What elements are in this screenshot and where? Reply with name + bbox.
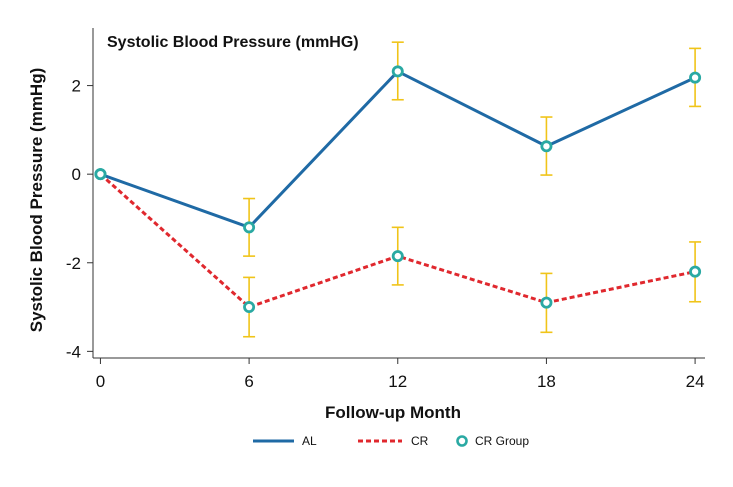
data-point-cr — [689, 265, 702, 278]
data-point-cr — [243, 301, 256, 314]
x-tick-label: 0 — [96, 372, 105, 391]
x-axis-title: Follow-up Month — [325, 403, 461, 422]
legend: AL CR CR Group — [253, 434, 529, 448]
data-point-al — [243, 221, 256, 234]
plot-area — [94, 41, 702, 338]
x-tick-label: 24 — [686, 372, 705, 391]
data-point-al — [689, 71, 702, 84]
legend-label-cr: CR — [411, 434, 429, 448]
x-tick-label: 6 — [244, 372, 253, 391]
y-tick-label: -2 — [66, 254, 81, 273]
legend-item-al: AL — [253, 434, 317, 448]
chart-title: Systolic Blood Pressure (mmHG) — [107, 34, 359, 51]
y-tick-label: -4 — [66, 342, 81, 361]
y-tick-label: 0 — [72, 165, 81, 184]
data-point-cr — [540, 296, 553, 309]
y-axis-title: Systolic Blood Pressure (mmHg) — [27, 68, 46, 333]
legend-label-al: AL — [302, 434, 317, 448]
x-tick-label: 12 — [388, 372, 407, 391]
data-point-al — [540, 140, 553, 153]
data-point-cr — [94, 168, 107, 181]
legend-item-cr-group: CR Group — [456, 434, 529, 448]
legend-item-cr: CR — [358, 434, 429, 448]
y-tick-label: 2 — [72, 77, 81, 96]
y-ticks: -4 -2 0 2 — [66, 77, 93, 361]
x-tick-label: 18 — [537, 372, 556, 391]
data-point-cr — [391, 250, 404, 263]
x-ticks: 0 6 12 18 24 — [96, 358, 705, 391]
legend-label-cr-group: CR Group — [475, 434, 529, 448]
axes — [92, 28, 705, 359]
data-point-al — [391, 65, 404, 78]
legend-swatch-cr-group — [456, 435, 468, 447]
